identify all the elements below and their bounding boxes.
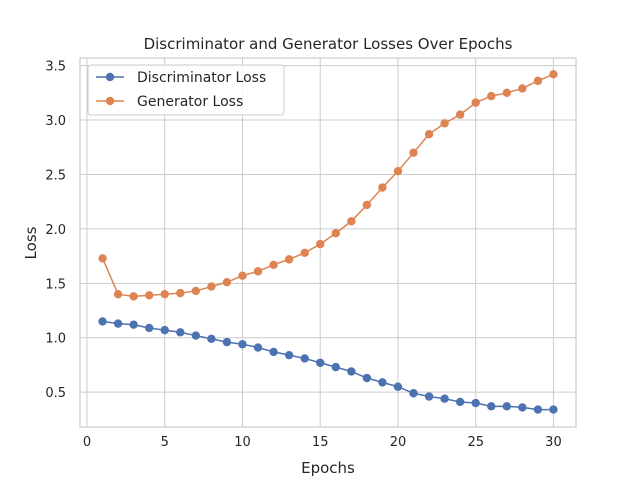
discriminator-loss-point — [238, 340, 247, 349]
generator-loss-point — [222, 278, 232, 287]
generator-loss-point — [300, 248, 309, 258]
discriminator-loss-point — [222, 337, 232, 347]
y-tick-label: 0.5 — [45, 386, 66, 401]
discriminator-loss-point — [113, 319, 123, 328]
x-tick-label: 5 — [161, 435, 169, 450]
y-axis-label: Loss — [22, 226, 40, 259]
x-tick-label: 25 — [467, 435, 484, 450]
discriminator-loss-point — [518, 403, 527, 412]
discriminator-loss-point — [253, 343, 263, 352]
discriminator-loss-point — [362, 373, 372, 383]
discriminator-loss-point — [471, 398, 480, 408]
discriminator-loss-point — [129, 320, 138, 329]
discriminator-loss-point — [440, 394, 449, 403]
x-tick-label: 15 — [312, 435, 329, 450]
discriminator-loss-point — [191, 331, 201, 340]
generator-loss-point — [409, 148, 418, 157]
generator-loss-point — [160, 290, 169, 299]
legend-label: Generator Loss — [137, 94, 243, 110]
y-tick-label: 1.5 — [45, 277, 66, 292]
generator-loss-point — [144, 291, 154, 300]
discriminator-loss-point — [207, 334, 216, 344]
generator-loss-point — [207, 282, 216, 291]
tick-labels: 0 5 10 15 20 25 30 0.5 1.0 1.5 2.0 2.5 3.0 3.5 — [45, 60, 561, 450]
legend-swatch-marker — [105, 72, 115, 82]
plot-frame — [79, 57, 577, 428]
y-tick-label: 3.5 — [45, 60, 66, 75]
generator-loss-point — [98, 254, 107, 263]
discriminator-loss-point — [300, 354, 309, 363]
generator-loss-point — [487, 91, 496, 101]
generator-loss-point — [471, 98, 480, 107]
generator-loss-point — [284, 255, 294, 264]
discriminator-loss-point — [176, 328, 185, 337]
generator-loss-point — [424, 129, 434, 139]
generator-loss-point — [378, 183, 387, 192]
discriminator-loss-point — [269, 347, 278, 357]
series — [98, 70, 558, 414]
generator-loss-point — [440, 119, 449, 128]
y-tick-label: 3.0 — [45, 114, 66, 129]
generator-loss-point — [238, 271, 247, 280]
legend-label: Discriminator Loss — [137, 70, 266, 86]
y-tick-label: 1.0 — [45, 332, 66, 347]
generator-loss-point — [129, 292, 138, 301]
legend-box — [87, 64, 285, 116]
discriminator-loss-point — [144, 323, 154, 333]
x-tick-label: 0 — [83, 435, 91, 450]
x-tick-label: 30 — [545, 435, 562, 450]
generator-loss-point — [549, 70, 558, 79]
discriminator-loss-point — [98, 317, 107, 326]
generator-loss-point — [191, 286, 201, 296]
grid — [80, 58, 576, 427]
legend-swatch-marker — [105, 96, 115, 106]
generator-loss-point — [316, 239, 325, 249]
generator-loss-point — [362, 200, 372, 210]
discriminator-loss-point — [409, 389, 418, 398]
x-axis-label: Epochs — [301, 459, 355, 477]
discriminator-loss-point — [502, 402, 512, 411]
generator-loss-point — [331, 229, 340, 238]
discriminator-loss-point — [316, 358, 325, 367]
discriminator-loss-point — [284, 350, 294, 360]
discriminator-loss-point — [393, 382, 403, 391]
discriminator-loss-point — [424, 392, 434, 401]
discriminator-loss-point — [378, 378, 387, 387]
generator-loss-point — [518, 84, 527, 93]
discriminator-loss-point — [487, 402, 496, 411]
generator-loss-point — [347, 217, 356, 226]
generator-loss-point — [533, 76, 543, 86]
discriminator-loss-point — [455, 397, 465, 407]
generator-loss-point — [113, 290, 123, 299]
discriminator-loss-point — [533, 405, 543, 414]
chart-title: Discriminator and Generator Losses Over … — [144, 35, 513, 53]
legend: Discriminator Loss Generator Loss — [87, 64, 285, 116]
generator-loss-point — [269, 260, 278, 270]
x-tick-label: 10 — [234, 435, 251, 450]
discriminator-loss-point — [160, 325, 169, 335]
discriminator-loss-point — [549, 405, 558, 414]
discriminator-loss-point — [347, 367, 356, 376]
generator-loss-point — [393, 167, 403, 176]
generator-loss-point — [502, 88, 512, 98]
y-tick-label: 2.5 — [45, 168, 66, 183]
y-tick-label: 2.0 — [45, 223, 66, 238]
generator-loss-point — [253, 267, 263, 276]
discriminator-loss-point — [331, 362, 340, 372]
generator-loss-point — [176, 288, 185, 298]
x-tick-label: 20 — [390, 435, 407, 450]
generator-loss-point — [455, 110, 465, 119]
